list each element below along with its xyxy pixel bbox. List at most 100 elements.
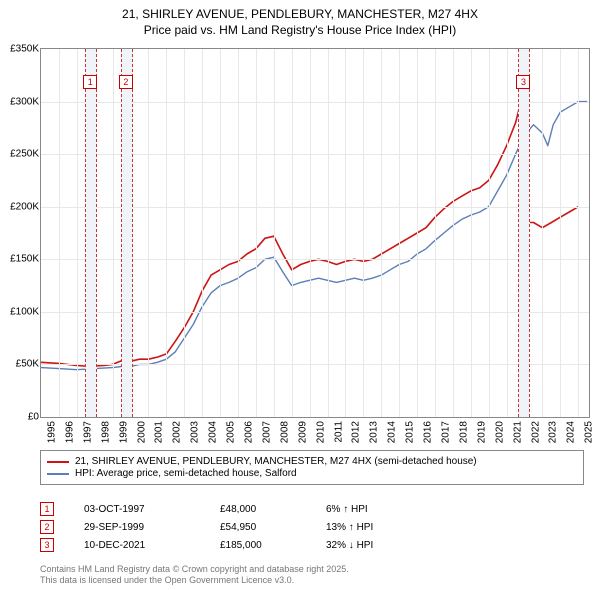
- sale-marker-box: 3: [516, 75, 530, 89]
- x-axis-label: 2001: [154, 421, 165, 443]
- legend-item: HPI: Average price, semi-detached house,…: [47, 468, 577, 479]
- y-axis-label: £150K: [10, 254, 39, 265]
- y-axis-label: £350K: [10, 44, 39, 55]
- legend-item: 21, SHIRLEY AVENUE, PENDLEBURY, MANCHEST…: [47, 456, 577, 467]
- x-axis-label: 1997: [82, 421, 93, 443]
- title-line2: Price paid vs. HM Land Registry's House …: [144, 23, 456, 37]
- gridline-v: [310, 49, 311, 417]
- y-axis-label: £0: [28, 412, 39, 423]
- x-axis-label: 2005: [226, 421, 237, 443]
- gridline-v: [113, 49, 114, 417]
- sale-row: 2 29-SEP-1999 £54,950 13% ↑ HPI: [40, 520, 584, 534]
- legend-swatch: [47, 473, 69, 475]
- x-axis-label: 2016: [423, 421, 434, 443]
- y-axis-label: £200K: [10, 201, 39, 212]
- legend-label: HPI: Average price, semi-detached house,…: [75, 468, 297, 479]
- gridline-v: [507, 49, 508, 417]
- legend: 21, SHIRLEY AVENUE, PENDLEBURY, MANCHEST…: [40, 450, 584, 485]
- x-axis-label: 2006: [244, 421, 255, 443]
- gridline-v: [560, 49, 561, 417]
- sale-marker-band: [121, 49, 133, 417]
- x-axis-label: 2000: [136, 421, 147, 443]
- sale-date: 10-DEC-2021: [84, 540, 214, 551]
- gridline-v: [381, 49, 382, 417]
- x-axis-label: 2002: [172, 421, 183, 443]
- gridline-v: [578, 49, 579, 417]
- x-axis-label: 2024: [566, 421, 577, 443]
- x-axis-label: 2017: [441, 421, 452, 443]
- sale-price: £54,950: [220, 522, 320, 533]
- gridline-v: [328, 49, 329, 417]
- gridline-v: [256, 49, 257, 417]
- x-axis-label: 2007: [262, 421, 273, 443]
- chart-title: 21, SHIRLEY AVENUE, PENDLEBURY, MANCHEST…: [0, 0, 600, 38]
- sale-price: £48,000: [220, 504, 320, 515]
- gridline-v: [238, 49, 239, 417]
- x-axis-label: 2020: [494, 421, 505, 443]
- x-axis-label: 1998: [100, 421, 111, 443]
- gridline-v: [59, 49, 60, 417]
- sale-row: 103-OCT-1997£48,0006% ↑ HPI: [40, 502, 584, 516]
- x-axis-label: 2015: [405, 421, 416, 443]
- sale-marker-band: [85, 49, 97, 417]
- plot-area: £0£50K£100K£150K£200K£250K£300K£350K1995…: [40, 48, 590, 418]
- sale-delta: 6% ↑ HPI: [326, 504, 446, 515]
- x-axis-label: 2018: [459, 421, 470, 443]
- attribution-footer: Contains HM Land Registry data © Crown c…: [40, 564, 349, 587]
- x-axis-label: 2004: [208, 421, 219, 443]
- gridline-v: [417, 49, 418, 417]
- gridline-v: [148, 49, 149, 417]
- x-axis-label: 2008: [279, 421, 290, 443]
- sale-delta: 13% ↑ HPI: [326, 522, 446, 533]
- sale-row-marker: 2: [40, 520, 54, 534]
- gridline-v: [453, 49, 454, 417]
- footer-line1: Contains HM Land Registry data © Crown c…: [40, 564, 349, 574]
- x-axis-label: 2019: [476, 421, 487, 443]
- x-axis-label: 1996: [65, 421, 76, 443]
- sale-marker-box: 2: [119, 75, 133, 89]
- gridline-v: [363, 49, 364, 417]
- footer-line2: This data is licensed under the Open Gov…: [40, 575, 294, 585]
- gridline-v: [274, 49, 275, 417]
- chart-container: 21, SHIRLEY AVENUE, PENDLEBURY, MANCHEST…: [0, 0, 600, 590]
- x-axis-label: 1999: [118, 421, 129, 443]
- gridline-v: [166, 49, 167, 417]
- x-axis-label: 2003: [190, 421, 201, 443]
- sales-table: 103-OCT-1997£48,0006% ↑ HPI229-SEP-1999£…: [40, 498, 584, 556]
- legend-label: 21, SHIRLEY AVENUE, PENDLEBURY, MANCHEST…: [75, 456, 477, 467]
- gridline-v: [399, 49, 400, 417]
- x-axis-label: 1995: [47, 421, 58, 443]
- sale-row: 310-DEC-2021£185,00032% ↓ HPI: [40, 538, 584, 552]
- sale-marker-band: [518, 49, 530, 417]
- x-axis-label: 2022: [530, 421, 541, 443]
- gridline-v: [292, 49, 293, 417]
- y-axis-label: £50K: [16, 359, 39, 370]
- gridline-v: [184, 49, 185, 417]
- gridline-v: [435, 49, 436, 417]
- gridline-v: [202, 49, 203, 417]
- gridline-v: [542, 49, 543, 417]
- sale-delta: 32% ↓ HPI: [326, 540, 446, 551]
- gridline-v: [489, 49, 490, 417]
- legend-swatch: [47, 461, 69, 463]
- x-axis-label: 2013: [369, 421, 380, 443]
- gridline-v: [471, 49, 472, 417]
- x-axis-label: 2014: [387, 421, 398, 443]
- y-axis-label: £250K: [10, 149, 39, 160]
- gridline-v: [345, 49, 346, 417]
- sale-row-marker: 1: [40, 502, 54, 516]
- y-axis-label: £300K: [10, 96, 39, 107]
- x-axis-label: 2010: [315, 421, 326, 443]
- x-axis-label: 2009: [297, 421, 308, 443]
- x-axis-label: 2012: [351, 421, 362, 443]
- gridline-v: [77, 49, 78, 417]
- title-line1: 21, SHIRLEY AVENUE, PENDLEBURY, MANCHEST…: [122, 7, 478, 21]
- x-axis-label: 2021: [512, 421, 523, 443]
- x-axis-label: 2011: [333, 421, 344, 443]
- y-axis-label: £100K: [10, 306, 39, 317]
- x-axis-label: 2025: [584, 421, 595, 443]
- sale-date: 29-SEP-1999: [84, 522, 214, 533]
- x-axis-label: 2023: [548, 421, 559, 443]
- sale-row-marker: 3: [40, 538, 54, 552]
- sale-marker-box: 1: [83, 75, 97, 89]
